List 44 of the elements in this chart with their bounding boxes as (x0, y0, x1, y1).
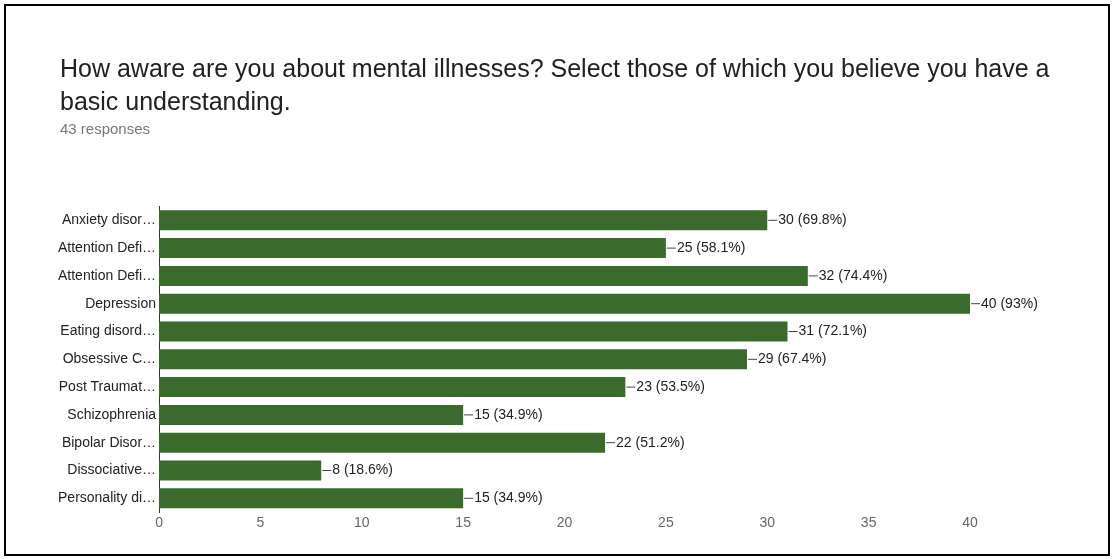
x-tick-label: 40 (962, 514, 978, 531)
y-tick-label: Eating disord… (60, 322, 157, 339)
bar (159, 293, 970, 314)
bar (159, 265, 808, 286)
y-tick-label: Attention Defi… (57, 266, 157, 283)
data-label: 8 (18.6%) (332, 461, 393, 478)
data-label: 23 (53.5%) (636, 377, 705, 394)
x-tick-label: 10 (354, 514, 370, 531)
chart-title: How aware are you about mental illnesses? Select those of which you believe you have a basic understanding. (60, 53, 1050, 117)
bar (159, 460, 322, 481)
y-tick-label: Personality di… (58, 489, 157, 506)
bar (159, 404, 464, 425)
x-tick-label: 35 (860, 514, 877, 531)
x-tick-label: 30 (759, 514, 776, 531)
data-label: 30 (69.8%) (778, 211, 847, 228)
x-tick-label: 25 (658, 514, 674, 531)
y-tick-label: Depression (85, 294, 157, 311)
x-tick-label: 20 (556, 514, 573, 531)
y-tick-label: Attention Defi… (57, 238, 157, 255)
bar (159, 349, 747, 370)
data-label: 40 (93%) (981, 294, 1038, 311)
x-tick-label: 5 (256, 514, 265, 531)
x-tick-label: 0 (155, 514, 164, 531)
data-label: 15 (34.9%) (474, 489, 543, 506)
y-tick-label: Schizophrenia (67, 405, 157, 422)
bar (159, 210, 768, 231)
data-label: 29 (67.4%) (757, 350, 827, 367)
y-tick-label: Anxiety disor… (61, 211, 157, 228)
y-tick-label: Bipolar Disor… (61, 433, 157, 450)
data-label: 32 (74.4%) (818, 266, 888, 283)
data-label: 25 (58.1%) (676, 238, 746, 255)
bar (159, 488, 464, 509)
data-label: 31 (72.1%) (798, 322, 868, 339)
y-tick-label: Dissociative… (67, 461, 157, 478)
bar (159, 432, 606, 453)
bar (159, 238, 666, 259)
chart-subtitle: 43 responses (60, 120, 151, 137)
y-tick-label: Post Traumat… (58, 377, 157, 394)
data-label: 22 (51.2%) (616, 433, 685, 450)
x-tick-label: 15 (455, 514, 472, 531)
data-label: 15 (34.9%) (474, 405, 543, 422)
bar (159, 377, 626, 398)
bar (159, 321, 788, 342)
y-tick-label: Obsessive C… (62, 350, 157, 367)
